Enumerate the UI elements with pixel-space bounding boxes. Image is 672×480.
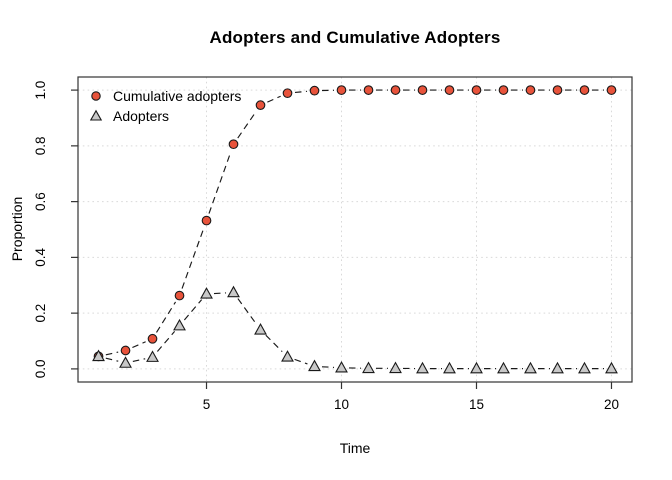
series-segment-cumulative — [294, 90, 308, 94]
chart-title: Adopters and Cumulative Adopters — [209, 28, 501, 47]
data-point-adopters — [308, 359, 321, 372]
data-point-adopters — [335, 360, 348, 373]
data-point-adopters — [551, 361, 564, 374]
series-segment-adopters — [321, 366, 335, 368]
data-point-cumulative — [147, 333, 158, 344]
series-segment-adopters — [237, 298, 257, 325]
data-point-adopters — [578, 361, 591, 374]
data-point-cumulative — [579, 85, 590, 95]
x-tick-label: 5 — [203, 397, 211, 412]
circle-marker-icon — [91, 91, 101, 101]
series-segment-cumulative — [156, 301, 177, 333]
data-point-adopters — [227, 285, 240, 298]
series-segment-cumulative — [267, 95, 281, 103]
data-point-cumulative — [444, 85, 455, 95]
data-point-cumulative — [228, 139, 239, 150]
data-point-cumulative — [174, 290, 185, 301]
legend-label-adopters: Adopters — [113, 108, 170, 124]
y-tick-label: 0.0 — [33, 360, 48, 379]
series-segment-cumulative — [181, 227, 205, 289]
data-point-cumulative — [201, 215, 212, 226]
data-point-cumulative — [282, 88, 293, 99]
triangle-marker-icon — [89, 109, 103, 121]
data-point-adopters — [443, 361, 456, 374]
series-segment-adopters — [156, 331, 176, 352]
data-point-cumulative — [390, 85, 401, 95]
data-point-adopters — [605, 361, 618, 374]
data-point-adopters — [92, 349, 105, 362]
legend-item-adopters: Adopters — [88, 106, 241, 126]
data-point-cumulative — [552, 85, 563, 95]
data-point-adopters — [524, 361, 537, 374]
series-segment-adopters — [132, 358, 146, 363]
plot-border — [77, 76, 633, 383]
data-point-cumulative — [417, 85, 428, 95]
series-segment-adopters — [105, 357, 119, 362]
data-point-adopters — [470, 361, 483, 374]
data-point-cumulative — [498, 85, 509, 95]
data-point-cumulative — [363, 85, 374, 95]
x-tick-label: 15 — [469, 397, 484, 412]
data-point-cumulative — [606, 85, 617, 95]
data-point-cumulative — [336, 85, 347, 95]
data-point-adopters — [497, 361, 510, 374]
data-point-adopters — [389, 361, 402, 374]
legend-item-cumulative-adopters: Cumulative adopters — [88, 86, 241, 106]
data-point-adopters — [119, 356, 132, 368]
legend-label-cumulative-adopters: Cumulative adopters — [113, 88, 242, 104]
series-segment-adopters — [213, 292, 227, 295]
y-tick-label: 0.6 — [33, 192, 48, 211]
data-point-adopters — [416, 361, 429, 374]
data-point-cumulative — [120, 345, 131, 356]
x-axis-label: Time — [339, 440, 371, 456]
data-point-adopters — [146, 350, 159, 362]
data-point-cumulative — [309, 85, 320, 96]
series-segment-adopters — [294, 358, 308, 365]
data-point-adopters — [254, 323, 267, 335]
data-point-adopters — [281, 350, 294, 362]
data-point-adopters — [362, 361, 375, 374]
series-segment-adopters — [265, 334, 283, 353]
y-tick-label: 0.2 — [33, 304, 48, 323]
data-point-cumulative — [255, 100, 266, 111]
y-tick-label: 0.8 — [33, 136, 48, 155]
series-segment-adopters — [183, 299, 203, 321]
y-tick-label: 1.0 — [33, 81, 48, 100]
x-tick-label: 20 — [604, 397, 619, 412]
data-point-adopters — [200, 287, 213, 299]
series-segment-cumulative — [237, 110, 257, 139]
data-point-cumulative — [525, 85, 536, 95]
x-tick-label: 10 — [334, 397, 349, 412]
legend: Cumulative adopters Adopters — [88, 86, 241, 126]
data-point-adopters — [173, 318, 186, 331]
series-segment-cumulative — [208, 151, 232, 214]
series-segment-cumulative — [132, 341, 146, 349]
series-segment-cumulative — [105, 351, 119, 356]
data-point-cumulative — [471, 85, 482, 95]
y-tick-label: 0.4 — [33, 248, 48, 267]
